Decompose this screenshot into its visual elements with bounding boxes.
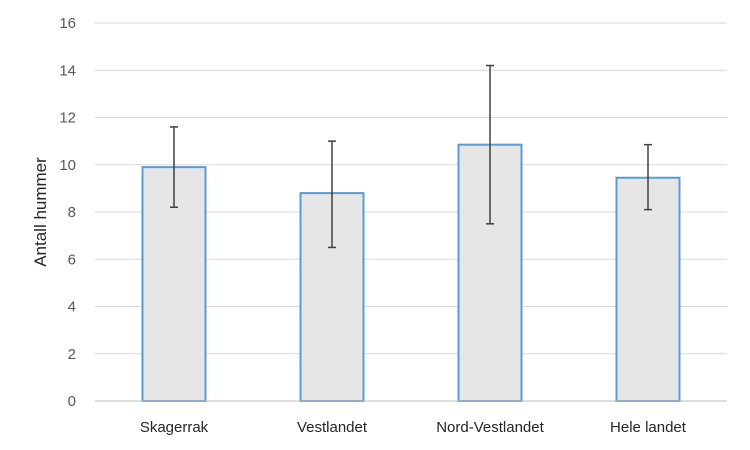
y-tick-label: 10 — [59, 157, 76, 174]
y-tick-label: 12 — [59, 110, 76, 127]
x-axis-category-labels: Skagerrak Vestlandet Nord-Vestlandet Hele l… — [140, 419, 687, 436]
y-tick-label: 8 — [68, 204, 76, 221]
y-tick-label: 16 — [59, 15, 76, 32]
bar — [615, 176, 681, 402]
error-bar — [644, 143, 652, 211]
x-category-label: Hele landet — [610, 419, 687, 436]
error-bar — [170, 126, 178, 209]
y-tick-label: 4 — [68, 299, 76, 316]
bars — [141, 143, 681, 402]
y-tick-label: 0 — [68, 393, 76, 410]
error-bar — [486, 64, 494, 225]
error-bar — [328, 140, 336, 249]
y-tick-label: 2 — [68, 346, 76, 363]
y-tick-label: 6 — [68, 251, 76, 268]
x-category-label: Skagerrak — [140, 419, 209, 436]
y-tick-label: 14 — [59, 62, 76, 79]
x-category-label: Vestlandet — [297, 419, 368, 436]
y-axis-title: Antall hummer — [31, 157, 50, 267]
x-category-label: Nord-Vestlandet — [436, 419, 544, 436]
error-bars — [170, 64, 652, 249]
y-axis-tick-labels: 0 2 4 6 8 10 12 14 16 — [59, 15, 76, 410]
